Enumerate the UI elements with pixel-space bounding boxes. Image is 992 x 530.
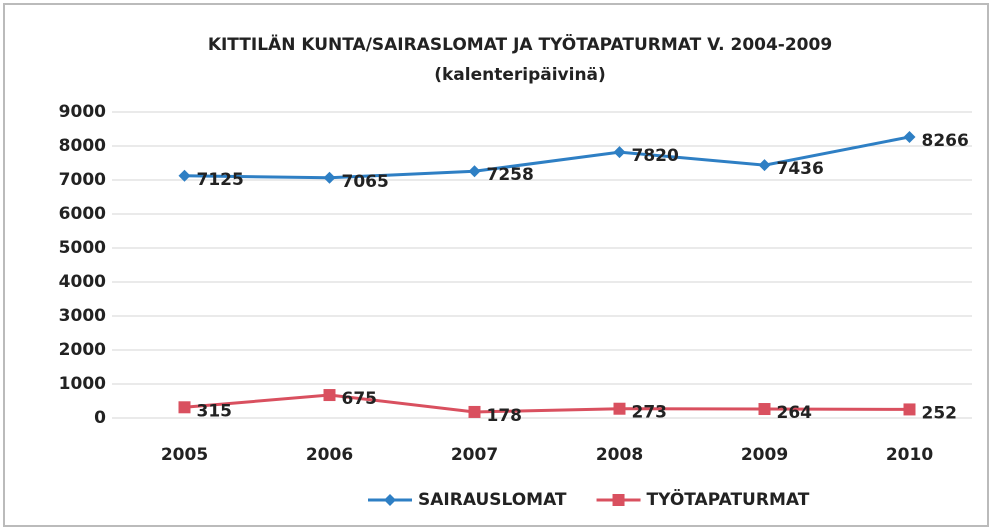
y-tick-label: 1000 <box>59 374 106 394</box>
data-label: 178 <box>487 406 523 426</box>
point-marker <box>903 130 916 143</box>
legend-label: TYÖTAPATURMAT <box>647 488 810 510</box>
data-label: 7065 <box>342 172 389 192</box>
data-label: 315 <box>197 401 233 421</box>
data-label: 7258 <box>487 165 534 185</box>
x-tick-label: 2006 <box>306 445 353 465</box>
y-tick-label: 3000 <box>59 306 106 326</box>
chart-title: KITTILÄN KUNTA/SAIRASLOMAT JA TYÖTAPATUR… <box>208 33 832 55</box>
x-tick-label: 2005 <box>161 445 208 465</box>
point-marker <box>903 403 916 416</box>
legend-marker <box>612 494 625 506</box>
data-label: 252 <box>922 403 958 423</box>
x-tick-label: 2010 <box>886 445 933 465</box>
data-label: 8266 <box>922 131 969 151</box>
chart-frame <box>3 3 989 527</box>
series-line <box>184 393 910 414</box>
y-tick-label: 9000 <box>59 102 106 122</box>
y-tick-label: 8000 <box>59 136 106 156</box>
chart-subtitle: (kalenteripäivinä) <box>434 65 606 85</box>
y-tick-label: 0 <box>94 408 106 428</box>
x-tick-label: 2008 <box>596 445 643 465</box>
point-marker <box>468 405 481 418</box>
data-label: 273 <box>632 403 668 423</box>
legend-marker <box>384 494 396 506</box>
data-label: 7820 <box>632 146 679 166</box>
y-tick-label: 6000 <box>59 204 106 224</box>
y-tick-label: 5000 <box>59 238 106 258</box>
point-marker <box>323 171 336 184</box>
point-marker <box>178 401 191 414</box>
y-tick-label: 4000 <box>59 272 106 292</box>
x-tick-label: 2009 <box>741 445 788 465</box>
y-tick-label: 2000 <box>59 340 106 360</box>
x-tick-label: 2007 <box>451 445 498 465</box>
y-tick-label: 7000 <box>59 170 106 190</box>
data-label: 7125 <box>197 170 244 190</box>
data-label: 7436 <box>777 159 824 179</box>
data-label: 675 <box>342 389 378 409</box>
point-marker <box>758 403 771 416</box>
legend-label: SAIRAUSLOMAT <box>418 490 567 510</box>
point-marker <box>323 389 336 402</box>
point-marker <box>468 165 481 178</box>
series-line <box>184 135 910 180</box>
point-marker <box>178 169 191 182</box>
point-marker <box>613 146 626 159</box>
data-label: 264 <box>777 403 813 423</box>
point-marker <box>758 159 771 172</box>
point-marker <box>613 402 626 415</box>
